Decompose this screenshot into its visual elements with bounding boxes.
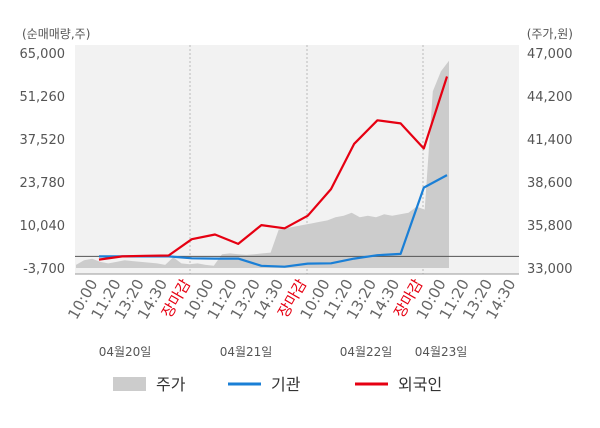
right-y-tick: 35,800 <box>527 219 573 234</box>
right-y-tick: 41,400 <box>527 133 573 148</box>
flow-line-series <box>98 76 449 268</box>
left-unit-label: (순매매량,주) <box>22 27 90 41</box>
right-unit-label: (주가,원) <box>527 27 573 41</box>
x-axis: 10:0011:2013:2014:30장마감10:0011:2013:2014… <box>64 276 519 323</box>
left-y-tick: 65,000 <box>20 47 66 62</box>
date-label: 04월22일 <box>340 345 393 359</box>
legend-label: 주가 <box>156 375 186 394</box>
left-y-tick: 10,040 <box>20 219 66 234</box>
right-y-tick: 38,600 <box>527 176 573 191</box>
right-y-axis: 47,000 44,200 41,400 38,600 35,800 33,000 <box>527 47 573 277</box>
price-area <box>76 60 449 269</box>
right-y-tick: 33,000 <box>527 262 573 277</box>
date-label: 04월23일 <box>415 345 468 359</box>
date-label: 04월21일 <box>220 345 273 359</box>
legend: 주가 기관 외국인 <box>113 375 442 394</box>
legend-swatch-area <box>113 377 146 391</box>
date-label: 04월20일 <box>99 345 152 359</box>
legend-label: 외국인 <box>398 375 442 394</box>
price-area-series <box>76 60 449 269</box>
date-labels: 04월20일 04월21일 04월22일 04월23일 <box>99 345 468 359</box>
left-y-tick: -3,700 <box>23 262 65 277</box>
left-y-axis: 65,000 51,260 37,520 23,780 10,040 -3,700 <box>20 47 66 277</box>
left-y-tick: 37,520 <box>20 133 66 148</box>
series-line-외국인 <box>98 76 449 261</box>
right-y-tick: 44,200 <box>527 90 573 105</box>
legend-label: 기관 <box>271 375 301 394</box>
left-y-tick: 51,260 <box>20 90 66 105</box>
right-y-tick: 47,000 <box>527 47 573 62</box>
left-y-tick: 23,780 <box>20 176 66 191</box>
